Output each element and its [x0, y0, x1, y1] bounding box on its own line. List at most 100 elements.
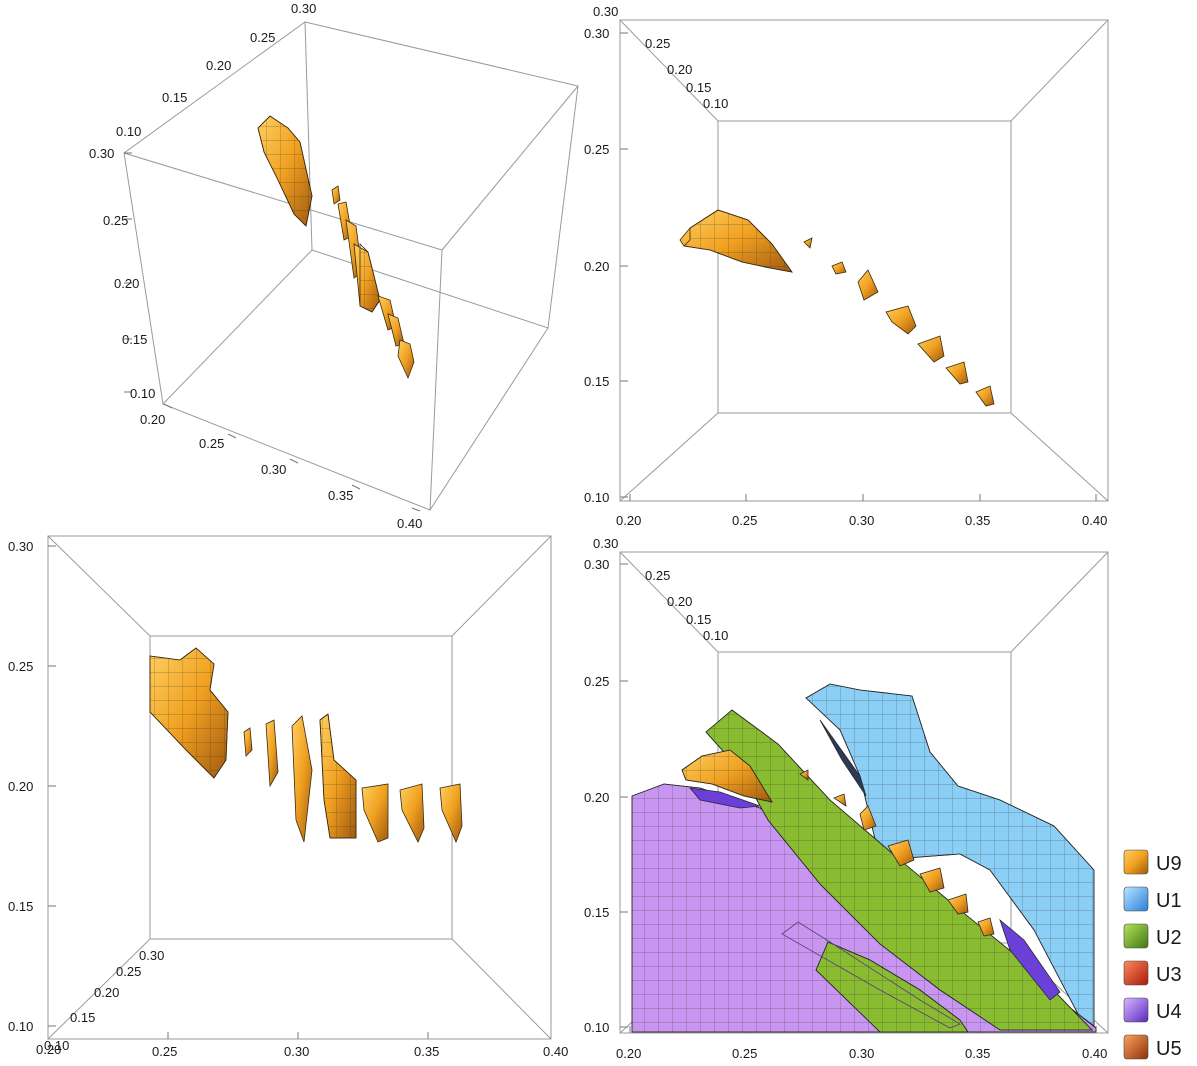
svg-text:0.25: 0.25: [732, 1046, 757, 1061]
svg-text:0.15: 0.15: [122, 332, 147, 347]
u9-mark: [831, 261, 847, 275]
legend-swatch: [1123, 1034, 1149, 1060]
tick-labels: 0.30 0.25 0.20 0.15 0.10 0.30 0.25 0.20 …: [584, 4, 1107, 528]
legend-item-u1: U1: [1123, 886, 1182, 912]
svg-text:0.25: 0.25: [732, 513, 757, 528]
u9-mark: [399, 783, 425, 843]
svg-text:0.30: 0.30: [89, 146, 114, 161]
svg-text:0.30: 0.30: [584, 26, 609, 41]
tick-marks: [124, 152, 421, 512]
svg-text:0.25: 0.25: [584, 674, 609, 689]
legend-item-u9: U9: [1123, 849, 1182, 875]
svg-text:0.20: 0.20: [140, 412, 165, 427]
u9-mark: [945, 361, 969, 385]
svg-text:0.20: 0.20: [616, 513, 641, 528]
u9-mark: [947, 893, 969, 915]
u9-mark: [859, 805, 877, 831]
tick-marks: [620, 32, 1097, 501]
u4-strip: [999, 918, 1061, 1001]
legend-label: U1: [1156, 890, 1182, 912]
svg-text:0.20: 0.20: [667, 594, 692, 609]
svg-text:0.20: 0.20: [8, 779, 33, 794]
region-surfaces: [631, 683, 1097, 1033]
u9-mark: [359, 243, 381, 313]
svg-text:0.15: 0.15: [686, 612, 711, 627]
u9-surfaces: [679, 209, 995, 407]
u9-mark: [257, 115, 313, 227]
svg-text:0.25: 0.25: [584, 142, 609, 157]
u9-mark: [683, 209, 793, 273]
legend-item-u5: U5: [1123, 1034, 1182, 1060]
svg-text:0.40: 0.40: [397, 516, 422, 531]
svg-text:0.20: 0.20: [584, 790, 609, 805]
u9-mark: [857, 269, 879, 301]
bounding-box: [123, 21, 579, 511]
u1-shadow: [819, 719, 867, 797]
svg-text:0.10: 0.10: [584, 490, 609, 505]
panel-regions: 0.30 0.25 0.20 0.15 0.10 0.30 0.25 0.20 …: [584, 536, 1109, 1061]
legend: U9 U1 U2 U3 U4 U5: [1123, 849, 1182, 1060]
legend-swatch: [1123, 886, 1149, 912]
u4-strip: [689, 787, 761, 809]
svg-text:0.25: 0.25: [103, 213, 128, 228]
svg-text:0.20: 0.20: [114, 276, 139, 291]
svg-text:0.30: 0.30: [849, 513, 874, 528]
svg-text:0.30: 0.30: [8, 539, 33, 554]
bounding-box: [619, 19, 1109, 502]
svg-text:0.15: 0.15: [70, 1010, 95, 1025]
legend-label: U5: [1156, 1038, 1182, 1060]
svg-text:0.25: 0.25: [152, 1044, 177, 1059]
u9-mark: [803, 237, 813, 249]
svg-text:0.15: 0.15: [162, 90, 187, 105]
u9-surfaces: [149, 647, 463, 844]
svg-text:0.20: 0.20: [667, 62, 692, 77]
svg-text:0.25: 0.25: [116, 964, 141, 979]
svg-text:0.15: 0.15: [584, 905, 609, 920]
u9-mark: [799, 769, 809, 781]
u9-mark: [149, 647, 229, 779]
svg-text:0.40: 0.40: [1082, 513, 1107, 528]
svg-text:0.10: 0.10: [703, 96, 728, 111]
u9-mark: [319, 713, 357, 839]
svg-text:0.35: 0.35: [414, 1044, 439, 1059]
svg-text:0.10: 0.10: [703, 628, 728, 643]
svg-text:0.30: 0.30: [284, 1044, 309, 1059]
svg-text:0.25: 0.25: [250, 30, 275, 45]
u9-mark: [439, 783, 463, 844]
panel-front: 0.30 0.25 0.20 0.15 0.10 0.25 0.30 0.35 …: [8, 535, 568, 1059]
svg-text:0.30: 0.30: [849, 1046, 874, 1061]
legend-label: U2: [1156, 927, 1182, 949]
svg-text:0.25: 0.25: [645, 36, 670, 51]
legend-item-u3: U3: [1123, 960, 1182, 986]
u9-mark: [977, 917, 995, 937]
tick-labels: 0.30 0.25 0.20 0.15 0.10 0.30 0.25 0.20 …: [89, 1, 422, 531]
legend-label: U9: [1156, 853, 1182, 875]
legend-swatch: [1123, 960, 1149, 986]
svg-text:0.10: 0.10: [44, 1038, 69, 1053]
u9-mark: [681, 749, 773, 803]
svg-text:0.10: 0.10: [584, 1020, 609, 1035]
panel-top: 0.30 0.25 0.20 0.15 0.10 0.30 0.25 0.20 …: [584, 4, 1109, 528]
u2-region: [705, 709, 1093, 1031]
u9-mark: [833, 793, 847, 807]
svg-text:0.25: 0.25: [199, 436, 224, 451]
svg-text:0.20: 0.20: [94, 985, 119, 1000]
tick-labels: 0.30 0.25 0.20 0.15 0.10 0.30 0.25 0.20 …: [584, 536, 1107, 1061]
svg-text:0.35: 0.35: [328, 488, 353, 503]
svg-text:0.30: 0.30: [593, 536, 618, 551]
svg-text:0.30: 0.30: [593, 4, 618, 19]
u9-mark: [361, 783, 389, 843]
svg-text:0.10: 0.10: [116, 124, 141, 139]
u9-mark: [887, 839, 915, 867]
svg-text:0.20: 0.20: [206, 58, 231, 73]
legend-label: U3: [1156, 964, 1182, 986]
legend-item-u2: U2: [1123, 923, 1182, 949]
svg-text:0.10: 0.10: [8, 1019, 33, 1034]
svg-text:0.30: 0.30: [139, 948, 164, 963]
svg-text:0.20: 0.20: [616, 1046, 641, 1061]
u9-mark: [975, 385, 995, 407]
u9-mark: [331, 185, 341, 205]
legend-label: U4: [1156, 1001, 1182, 1023]
u9-mark: [917, 335, 945, 363]
